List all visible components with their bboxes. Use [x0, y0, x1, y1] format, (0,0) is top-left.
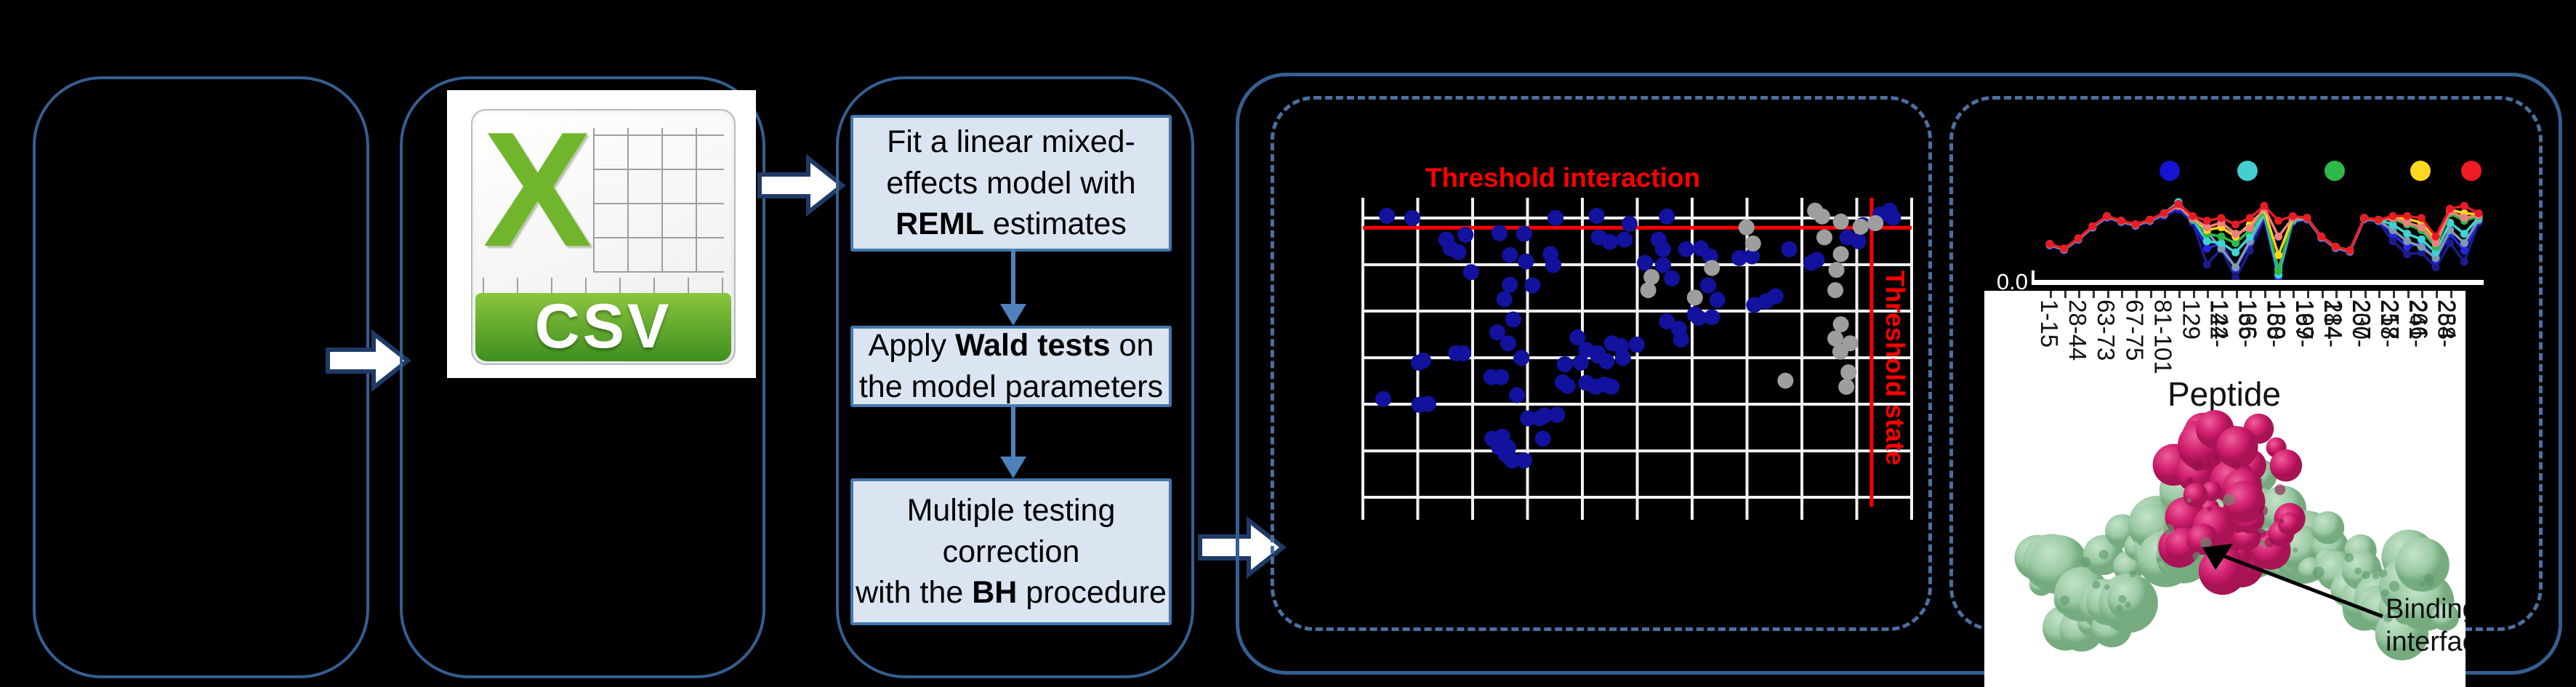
results-outer-box	[1236, 73, 2562, 675]
axis-tick	[2364, 291, 2367, 298]
axis-tick	[2350, 291, 2352, 298]
axis-tick	[2149, 291, 2152, 298]
axis-tick	[2250, 291, 2253, 298]
statistics-pipeline-box	[836, 76, 1194, 678]
peptide-tick-label: 184-199	[2291, 300, 2346, 348]
axis-tick	[2178, 291, 2181, 298]
axis-tick	[2121, 291, 2124, 298]
flow-arrow-right-icon	[326, 329, 411, 393]
peptide-line-chart	[2045, 198, 2483, 283]
legend-dot-icon	[2325, 161, 2345, 181]
flow-arrow-down-icon	[1000, 404, 1026, 478]
axis-tick	[2078, 291, 2081, 298]
axis-tick	[2192, 291, 2195, 298]
axis-tick	[2407, 291, 2410, 298]
axis-tick	[2207, 291, 2210, 298]
peptide-tick-label: 67-75	[2121, 300, 2149, 361]
threshold-scatter-plot	[1361, 198, 1913, 520]
axis-tick	[2278, 291, 2281, 298]
axis-tick	[2136, 291, 2138, 298]
axis-tick	[2264, 291, 2266, 298]
peptide-tick-label: 158-166	[2234, 300, 2290, 348]
peptide-tick-label: 63-73	[2093, 300, 2120, 361]
axis-tick	[2093, 291, 2095, 298]
binding-interface-arrow	[2202, 544, 2383, 619]
axis-tick	[2393, 291, 2395, 298]
axis-tick	[2421, 291, 2424, 298]
x-axis-line	[2032, 280, 2484, 285]
axis-tick	[2064, 291, 2066, 298]
axis-tick	[2164, 291, 2167, 298]
threshold-interaction-label: Threshold interaction	[1425, 163, 1701, 193]
axis-tick	[2335, 291, 2338, 298]
flow-arrow-right-icon	[757, 153, 846, 217]
input-data-box	[33, 76, 369, 678]
x-axis-title: Peptide	[2167, 375, 2281, 413]
legend-dot-icon	[2160, 161, 2180, 181]
peptide-tick-label: 28-44	[2064, 300, 2092, 361]
excel-x-letter: X	[483, 109, 592, 281]
axis-tick	[2378, 291, 2381, 298]
threshold-state-label: Threshold state	[1880, 270, 1910, 466]
legend-dot-icon	[2237, 161, 2258, 181]
csv-tile: X CSV	[471, 109, 736, 365]
threshold-plot-panel	[1271, 96, 1932, 631]
legend-dot-icon	[2461, 161, 2482, 181]
line-chart-legend	[2160, 161, 2482, 181]
axis-tick	[2235, 291, 2238, 298]
axis-tick	[2321, 291, 2324, 298]
peptide-tick-label: 1-15	[2036, 300, 2063, 348]
axis-tick	[2106, 291, 2109, 298]
y-axis-tick-label: 0.0	[1996, 269, 2028, 294]
csv-banner-label: CSV	[534, 292, 672, 362]
axis-tick	[2436, 291, 2438, 298]
flow-arrow-down-icon	[1000, 249, 1026, 326]
csv-file-box	[400, 76, 765, 678]
protein-structure-image	[2014, 410, 2460, 661]
peptide-tick-label: 122-129	[2178, 300, 2233, 348]
axis-tick	[2450, 291, 2452, 298]
axis-tick	[2221, 291, 2223, 298]
peptide-tick-label: 218-237	[2348, 300, 2404, 348]
peptide-tick-label: 81-101	[2149, 300, 2177, 374]
peptide-tick-label: 241-257	[2377, 300, 2432, 348]
step-wald-tests: Apply Wald tests on the model parameters	[850, 326, 1172, 407]
peptide-tick-label: 200-214	[2320, 300, 2375, 348]
axis-tick	[2307, 291, 2309, 298]
spreadsheet-grid-icon	[592, 128, 724, 273]
csv-banner: CSV	[475, 292, 732, 362]
peptide-tick-label: 277-284	[2434, 300, 2466, 347]
legend-dot-icon	[2410, 161, 2431, 181]
axis-tick	[2050, 291, 2052, 298]
binding-interface-label: Binding interface	[2386, 594, 2466, 657]
peptide-tick-label: 258-266	[2405, 300, 2460, 348]
peptide-label-panel: 1-15 28-44 63-73 67-75 81-101 122-129 135-144 1…	[1984, 291, 2466, 687]
csv-file-icon: X CSV	[447, 90, 756, 378]
flow-arrow-right-icon	[1198, 515, 1287, 579]
axis-tick	[2293, 291, 2295, 298]
step-fit-lmm: Fit a linear mixed-effects model with REM…	[850, 115, 1172, 252]
step-bh-correction: Multiple testing correction with the BH pr…	[850, 478, 1172, 625]
peptide-tick-label: 167-180	[2263, 300, 2318, 348]
y-axis-spine	[2032, 270, 2034, 285]
peptide-tick-label: 135-144	[2206, 300, 2261, 348]
